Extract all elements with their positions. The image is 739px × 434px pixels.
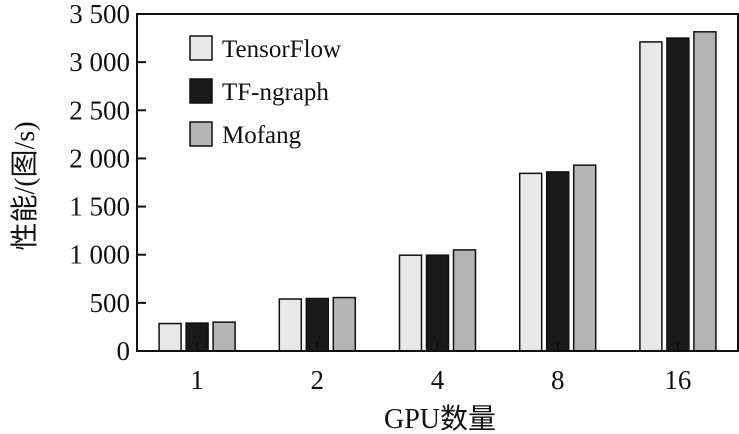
x-tick-label: 8 <box>551 365 565 395</box>
x-axis-title: GPU数量 <box>384 403 496 434</box>
bar-mofang-16 <box>693 31 717 352</box>
y-tick-label: 1 000 <box>69 240 130 270</box>
legend-swatch-tf-ngraph <box>189 78 213 104</box>
legend-label: TF-ngraph <box>222 79 329 106</box>
bar-tensorflow-1 <box>158 322 182 352</box>
legend-swatch-mofang <box>189 121 213 147</box>
x-tick-label: 1 <box>190 365 204 395</box>
y-axis-title: 性能/(图/s) <box>9 121 41 250</box>
y-tick-label: 1 500 <box>69 192 130 222</box>
y-tick-label: 500 <box>90 288 131 318</box>
x-tick-label: 2 <box>311 365 325 395</box>
bar-mofang-8 <box>572 164 597 352</box>
bar-tf-ngraph-4 <box>425 254 450 352</box>
y-tick-label: 3 000 <box>69 47 130 77</box>
x-tick-label: 4 <box>431 365 445 395</box>
bar-tensorflow-4 <box>398 254 423 352</box>
y-tick-label: 3 500 <box>69 0 130 29</box>
bar-tf-ngraph-8 <box>545 171 570 352</box>
y-tick-label: 2 000 <box>69 143 130 173</box>
x-tick-label: 16 <box>664 365 691 395</box>
legend: TensorFlow TF-ngraph Mofang <box>189 35 341 149</box>
axes-layer: 0 500 1 000 1 500 2 000 2 500 3 000 3 500 1 2 4 8 16 <box>69 0 739 395</box>
y-tick-label: 0 <box>117 336 131 366</box>
bar-tensorflow-2 <box>278 298 303 352</box>
bar-mofang-2 <box>332 296 357 352</box>
bar-tensorflow-8 <box>518 172 543 352</box>
legend-label: TensorFlow <box>222 36 341 63</box>
bar-tensorflow-16 <box>639 41 663 352</box>
legend-label: Mofang <box>222 122 302 149</box>
bar-tf-ngraph-16 <box>666 37 690 352</box>
y-tick-label: 2 500 <box>69 95 130 125</box>
bar-mofang-1 <box>212 321 236 352</box>
bar-mofang-4 <box>452 249 477 352</box>
legend-swatch-tensorflow <box>189 35 213 61</box>
